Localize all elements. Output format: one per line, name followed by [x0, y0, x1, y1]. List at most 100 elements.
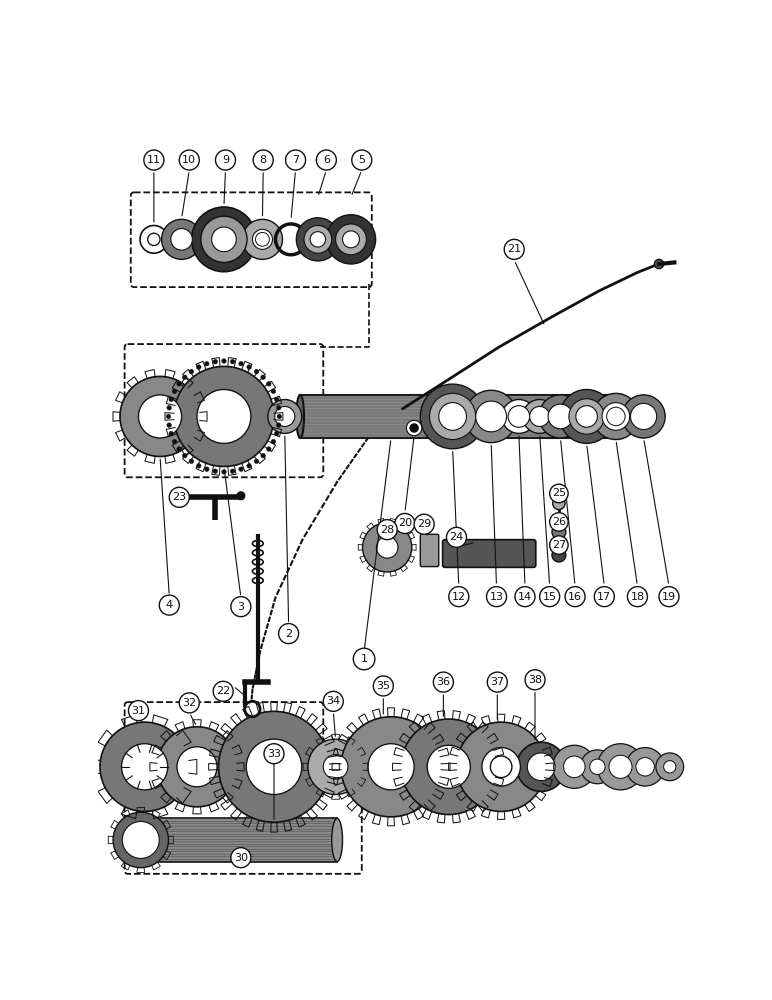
Circle shape — [414, 514, 434, 534]
Circle shape — [256, 232, 269, 246]
Circle shape — [456, 722, 546, 811]
Circle shape — [252, 229, 273, 249]
Circle shape — [246, 739, 302, 795]
Circle shape — [191, 207, 256, 272]
Text: 33: 33 — [267, 749, 281, 759]
Circle shape — [177, 382, 181, 386]
Circle shape — [231, 597, 251, 617]
Circle shape — [323, 691, 344, 711]
FancyBboxPatch shape — [141, 818, 337, 862]
Circle shape — [565, 587, 585, 607]
Circle shape — [245, 701, 260, 717]
Text: 26: 26 — [552, 517, 566, 527]
Text: 38: 38 — [528, 675, 542, 685]
Text: 25: 25 — [552, 488, 566, 498]
Circle shape — [242, 219, 283, 259]
Circle shape — [100, 722, 189, 811]
Circle shape — [449, 587, 469, 607]
Circle shape — [446, 527, 466, 547]
Circle shape — [237, 492, 245, 500]
Circle shape — [504, 239, 524, 259]
Text: 24: 24 — [449, 532, 464, 542]
Circle shape — [410, 424, 418, 432]
Text: 34: 34 — [327, 696, 340, 706]
Ellipse shape — [296, 395, 304, 438]
Circle shape — [323, 754, 348, 779]
FancyBboxPatch shape — [442, 540, 536, 567]
Circle shape — [201, 216, 247, 262]
Circle shape — [171, 229, 192, 250]
Circle shape — [304, 225, 332, 253]
Text: 31: 31 — [131, 706, 145, 716]
Circle shape — [628, 587, 648, 607]
Circle shape — [271, 439, 276, 444]
Circle shape — [172, 389, 177, 394]
Circle shape — [138, 395, 181, 438]
Circle shape — [268, 400, 302, 433]
Text: 12: 12 — [452, 592, 466, 602]
Circle shape — [420, 384, 485, 449]
Text: 10: 10 — [182, 155, 196, 165]
Circle shape — [147, 233, 160, 246]
Circle shape — [594, 587, 615, 607]
Circle shape — [167, 423, 171, 427]
Circle shape — [261, 453, 266, 458]
Circle shape — [218, 711, 330, 822]
Circle shape — [569, 399, 604, 434]
Circle shape — [516, 742, 566, 791]
Circle shape — [539, 395, 582, 438]
Circle shape — [120, 376, 200, 456]
Circle shape — [659, 587, 679, 607]
Text: 7: 7 — [292, 155, 299, 165]
Circle shape — [205, 467, 209, 471]
Circle shape — [128, 701, 148, 721]
Text: 4: 4 — [166, 600, 173, 610]
Circle shape — [429, 393, 476, 440]
Text: 20: 20 — [398, 518, 412, 528]
Circle shape — [622, 395, 665, 438]
Circle shape — [182, 453, 187, 458]
Circle shape — [253, 150, 273, 170]
Circle shape — [548, 404, 573, 429]
Circle shape — [581, 750, 615, 784]
Circle shape — [327, 215, 376, 264]
Text: 28: 28 — [380, 525, 394, 535]
Circle shape — [222, 470, 226, 474]
Circle shape — [602, 403, 630, 430]
Circle shape — [427, 745, 470, 788]
Circle shape — [631, 403, 657, 430]
Circle shape — [279, 624, 299, 644]
Circle shape — [374, 676, 394, 696]
Circle shape — [177, 447, 181, 451]
Text: 17: 17 — [598, 592, 611, 602]
Circle shape — [167, 405, 171, 410]
Circle shape — [363, 523, 411, 572]
Circle shape — [286, 150, 306, 170]
Circle shape — [157, 727, 237, 807]
Circle shape — [254, 369, 259, 374]
Circle shape — [254, 459, 259, 464]
Circle shape — [310, 232, 326, 247]
Text: 13: 13 — [489, 592, 503, 602]
Circle shape — [564, 756, 585, 778]
Circle shape — [354, 648, 375, 670]
Circle shape — [525, 670, 545, 690]
Circle shape — [196, 365, 201, 369]
Text: 36: 36 — [436, 677, 450, 687]
Circle shape — [553, 497, 565, 510]
Circle shape — [296, 218, 340, 261]
Circle shape — [161, 219, 201, 259]
Circle shape — [159, 595, 179, 615]
Circle shape — [550, 513, 568, 531]
Circle shape — [231, 848, 251, 868]
Text: 23: 23 — [172, 492, 186, 502]
Circle shape — [121, 744, 168, 790]
Circle shape — [169, 431, 174, 436]
Circle shape — [140, 225, 168, 253]
Circle shape — [266, 447, 271, 451]
FancyBboxPatch shape — [300, 395, 622, 438]
Text: 8: 8 — [259, 155, 267, 165]
Text: 19: 19 — [662, 592, 676, 602]
Circle shape — [113, 812, 168, 868]
Circle shape — [490, 756, 512, 778]
